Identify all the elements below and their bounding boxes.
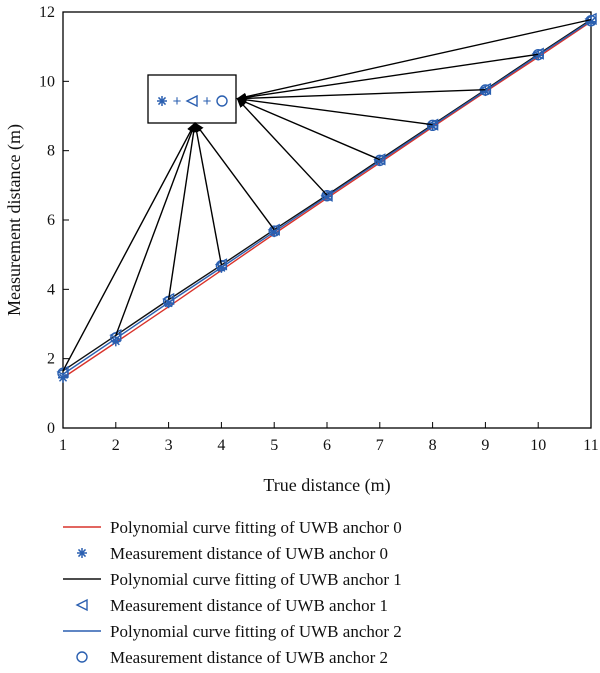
x-tick-label: 11 [583,437,598,454]
annotation-arrow [167,121,198,300]
annotation-plus: + [173,93,182,110]
annotation-arrow [236,97,328,196]
circle-marker [215,260,228,272]
circle-marker [216,95,228,107]
legend-item: Measurement distance of UWB anchor 0 [77,544,388,563]
y-tick-label: 10 [39,73,55,90]
x-tick-label: 9 [481,437,489,454]
x-tick-label: 6 [323,437,331,454]
y-tick-label: 4 [47,281,55,298]
legend-item: Polynomial curve fitting of UWB anchor 0 [63,518,402,537]
x-tick-label: 10 [530,437,546,454]
circle-marker [57,367,69,379]
x-tick-label: 3 [165,437,173,454]
legend-label: Measurement distance of UWB anchor 2 [110,648,388,667]
y-axis-label: Measurement distance (m) [4,124,25,316]
annotation-arrow [62,122,196,372]
annotation-arrow [236,18,592,101]
x-axis-label: True distance (m) [263,475,390,496]
annotation-arrow [236,53,539,102]
annotation-arrow [192,121,223,266]
y-tick-label: 2 [47,351,55,368]
triangle-marker [75,598,88,612]
legend-item: Measurement distance of UWB anchor 1 [75,596,388,615]
annotation-arrow [236,98,381,161]
asterisk-marker [157,96,167,106]
legend: Polynomial curve fitting of UWB anchor 0… [63,518,402,667]
triangle-marker [185,94,198,108]
x-tick-label: 1 [59,437,67,454]
x-tick-label: 2 [112,437,120,454]
annotation-plus: + [203,93,212,110]
annotation-arrows [62,18,592,372]
legend-item: Measurement distance of UWB anchor 2 [76,648,388,667]
asterisk-marker [77,548,87,558]
annotation-arrow [236,95,433,126]
y-tick-label: 12 [39,4,55,21]
circle-marker [426,119,439,132]
x-tick-label: 4 [217,437,225,454]
legend-label: Polynomial curve fitting of UWB anchor 1 [110,570,402,589]
y-tick-label: 8 [47,143,55,160]
y-tick-label: 6 [47,212,55,229]
annotation-symbols: + + [157,93,228,110]
x-tick-label: 7 [376,437,384,454]
circle-marker [268,225,280,237]
legend-label: Measurement distance of UWB anchor 0 [110,544,388,563]
legend-label: Polynomial curve fitting of UWB anchor 2 [110,622,402,641]
x-tick-label: 5 [270,437,278,454]
legend-item: Polynomial curve fitting of UWB anchor 1 [63,570,402,589]
annotation-arrow [194,122,275,231]
circle-marker [374,154,386,167]
legend-label: Polynomial curve fitting of UWB anchor 0 [110,518,402,537]
legend-label: Measurement distance of UWB anchor 1 [110,596,388,615]
circle-marker [321,190,333,202]
legend-item: Polynomial curve fitting of UWB anchor 2 [63,622,402,641]
circle-marker [110,332,122,344]
annotation-arrow [115,121,196,336]
x-tick-label: 8 [429,437,437,454]
circle-marker [76,651,88,663]
y-tick-label: 0 [47,420,55,437]
annotation-arrow [236,88,486,103]
series-markers [56,12,597,383]
annotation-group: + + [62,18,592,372]
